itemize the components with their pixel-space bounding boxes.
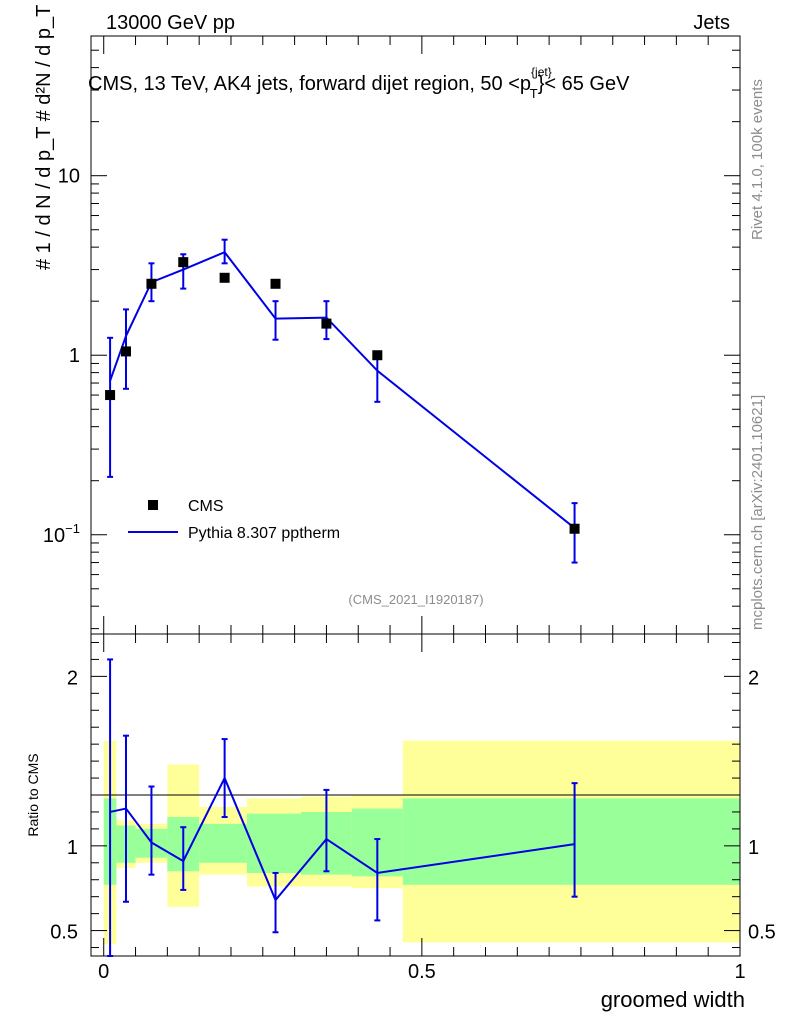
main-y-tick-label: 10 [58, 166, 80, 188]
x-axis-label: groomed width [601, 987, 745, 1012]
mc-line [109, 250, 576, 529]
main-plot-frame [90, 35, 741, 635]
cms-data-point [372, 350, 383, 361]
ratio-x-tick-label: 0.5 [408, 961, 436, 983]
ratio-band-inner [402, 798, 740, 885]
ratio-x-tick-label: 0 [98, 961, 109, 983]
ratio-band-inner [246, 813, 301, 873]
ratio-y-tick-label-left: 1 [67, 837, 78, 859]
mcplots-label-text: mcplots.cern.ch [arXiv:2401.10621] [749, 395, 766, 630]
analysis-reference: (CMS_2021_I1920187) [348, 592, 483, 607]
cms-data-point [105, 390, 116, 401]
ratio-x-tick-label: 1 [734, 961, 745, 983]
ratio-y-tick-label-right: 2 [748, 667, 759, 689]
ratio-y-axis-label: Ratio to CMS [25, 753, 41, 836]
cms-data-point [321, 318, 332, 329]
ratio-y-tick-label-right: 0.5 [748, 922, 776, 944]
rivet-label-text: Rivet 4.1.0, 100k events [749, 79, 766, 240]
beam-label: 13000 GeV pp [106, 12, 235, 34]
main-y-axis-label: # 1 / d N / d p_T # d²N / d p_T dλ [33, 0, 55, 270]
main-panel: 10−1 1 10 CMS, 13 TeV, AK4 jets, forward d… [33, 0, 741, 635]
main-y-tick-label: 1 [69, 345, 80, 367]
ratio-panel: 0.5 0.51 12 20 0.5 1 Ratio to CMS groomed wid… [25, 633, 776, 1012]
cms-data-point [219, 272, 230, 283]
ratio-y-axis-label-text: Ratio to CMS [25, 753, 41, 836]
category-label: Jets [693, 12, 730, 34]
legend-entry-pythia: Pythia 8.307 pptherm [188, 525, 340, 542]
plot-title: CMS, 13 TeV, AK4 jets, forward dijet reg… [88, 65, 630, 101]
ratio-bands [103, 740, 740, 945]
ratio-y-tick-label-left: 0.5 [50, 922, 78, 944]
ratio-y-tick-label-right: 1 [748, 837, 759, 859]
rivet-label: Rivet 4.1.0, 100k events [749, 79, 766, 240]
ratio-axis-ticks: 0.5 0.51 12 20 0.5 1 [50, 634, 776, 983]
main-y-tick-label: 10−1 [43, 521, 80, 547]
ratio-y-tick-label-left: 2 [67, 667, 78, 689]
legend: CMS Pythia 8.307 pptherm [128, 498, 340, 542]
main-series [105, 238, 580, 564]
legend-marker-cms [148, 500, 158, 510]
cms-data-point [178, 257, 189, 268]
mcplots-label: mcplots.cern.ch [arXiv:2401.10621] [749, 395, 766, 630]
main-y-axis-label-text: # 1 / d N / d p_T # d²N / d p_T dλ [33, 0, 55, 270]
cms-data-point [120, 346, 131, 357]
main-axis-ticks: 10−1 1 10 [43, 35, 741, 634]
legend-entry-cms: CMS [188, 498, 224, 515]
ratio-series [107, 658, 578, 957]
ratio-band-inner [199, 823, 247, 863]
cms-data-point [146, 278, 157, 289]
cms-data-point [270, 278, 281, 289]
cms-data-point [569, 523, 580, 534]
